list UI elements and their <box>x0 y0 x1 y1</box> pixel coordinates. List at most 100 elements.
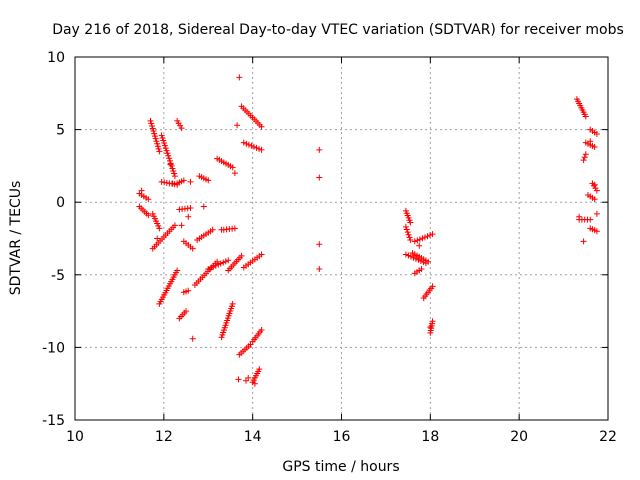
data-point <box>258 326 265 333</box>
x-axis-label: GPS time / hours <box>282 459 399 475</box>
data-point <box>587 138 594 145</box>
data-point <box>316 265 323 272</box>
data-point <box>416 236 423 243</box>
data-point <box>151 130 158 137</box>
data-point <box>171 222 178 229</box>
data-point <box>231 170 238 177</box>
data-point <box>593 210 600 217</box>
data-point <box>171 173 178 180</box>
data-point <box>138 187 145 194</box>
data-point <box>170 167 177 174</box>
data-point <box>250 143 257 150</box>
data-point <box>427 232 434 239</box>
data-point <box>316 241 323 248</box>
data-point <box>593 130 600 137</box>
data-point <box>581 154 588 161</box>
data-point <box>421 234 428 241</box>
data-point <box>229 164 236 171</box>
y-tick-label: 10 <box>47 50 65 66</box>
data-point <box>153 138 160 145</box>
data-point <box>419 235 426 242</box>
data-point <box>251 380 258 387</box>
data-point <box>159 134 166 141</box>
data-point <box>178 125 185 132</box>
data-point <box>154 143 161 150</box>
data-point <box>404 229 411 236</box>
data-point <box>152 135 159 142</box>
x-tick-label: 20 <box>510 429 528 445</box>
tick-labels: 10 12 14 16 18 20 22 -15 -10 -5 0 5 10 <box>42 50 617 445</box>
data-point <box>582 113 589 120</box>
data-point <box>161 140 168 147</box>
data-point <box>427 324 434 331</box>
y-tick-label: -10 <box>42 340 65 356</box>
data-point <box>582 151 589 158</box>
data-point <box>169 180 176 187</box>
data-point <box>189 335 196 342</box>
data-point <box>416 242 423 249</box>
data-point <box>591 181 598 188</box>
data-point <box>587 216 594 223</box>
data-point <box>165 152 172 159</box>
data-point <box>155 145 162 152</box>
data-point <box>425 258 432 265</box>
data-point <box>253 144 260 151</box>
data-point <box>158 132 165 139</box>
data-point <box>593 228 600 235</box>
chart-title: Day 216 of 2018, Sidereal Day-to-day VTE… <box>52 22 624 38</box>
data-point <box>169 165 176 172</box>
data-point <box>189 245 196 252</box>
data-point <box>238 252 245 259</box>
data-point <box>149 125 156 132</box>
data-point <box>591 196 598 203</box>
data-point <box>185 213 192 220</box>
x-tick-label: 18 <box>421 429 439 445</box>
data-point <box>151 133 158 140</box>
data-point <box>316 174 323 181</box>
data-point <box>234 122 241 129</box>
data-point <box>403 226 410 233</box>
data-point <box>200 203 207 210</box>
data-point <box>235 376 242 383</box>
data-point <box>171 170 178 177</box>
data-point <box>183 308 190 315</box>
data-point <box>429 318 436 325</box>
data-point <box>174 267 181 274</box>
y-tick-label: -5 <box>51 268 65 284</box>
data-point <box>580 157 587 164</box>
data-point <box>236 74 243 81</box>
data-point <box>218 226 225 233</box>
x-tick-label: 12 <box>155 429 173 445</box>
data-point <box>168 162 175 169</box>
data-point <box>402 223 409 230</box>
data-point <box>405 231 412 238</box>
data-point <box>231 225 238 232</box>
data-point <box>406 234 413 241</box>
data-point <box>418 265 425 272</box>
data-point <box>148 120 155 127</box>
data-points <box>136 74 600 387</box>
plot-frame <box>74 56 609 421</box>
x-tick-label: 10 <box>66 429 84 445</box>
data-point <box>180 177 187 184</box>
data-point <box>185 287 192 294</box>
data-point <box>245 374 252 381</box>
data-point <box>229 300 236 307</box>
data-point <box>147 117 154 124</box>
data-point <box>591 144 598 151</box>
data-point <box>205 177 212 184</box>
data-point <box>162 145 169 152</box>
data-point <box>256 366 263 373</box>
data-point <box>240 139 247 146</box>
data-point <box>424 233 431 240</box>
data-point <box>407 236 414 243</box>
data-point <box>576 213 583 220</box>
data-point <box>164 150 171 157</box>
data-point <box>248 142 255 149</box>
data-point <box>150 128 157 135</box>
data-point <box>256 145 263 152</box>
x-tick-label: 14 <box>244 429 262 445</box>
data-point <box>145 196 152 203</box>
data-point <box>258 146 265 153</box>
